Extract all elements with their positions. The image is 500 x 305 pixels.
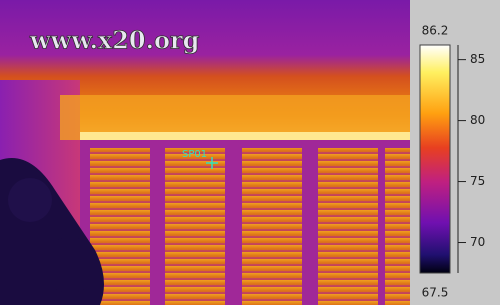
spot-label: SP01	[182, 149, 207, 160]
color-scale-panel: 86.2 67.5 85 80 75 70	[410, 0, 500, 305]
watermark: www.x20.org	[29, 26, 200, 55]
tick-label: 75	[470, 174, 485, 188]
tick-label: 70	[470, 235, 485, 249]
thermal-image: www.x20.org SP01	[0, 0, 410, 305]
scale-min: 67.5	[422, 286, 449, 300]
color-bar	[420, 45, 450, 273]
thermal-screenshot: www.x20.org SP01 86.2 67.5 85 80 75 70	[0, 0, 500, 305]
tick-label: 85	[470, 52, 485, 66]
tick-label: 80	[470, 113, 485, 127]
scale-max: 86.2	[422, 24, 449, 38]
